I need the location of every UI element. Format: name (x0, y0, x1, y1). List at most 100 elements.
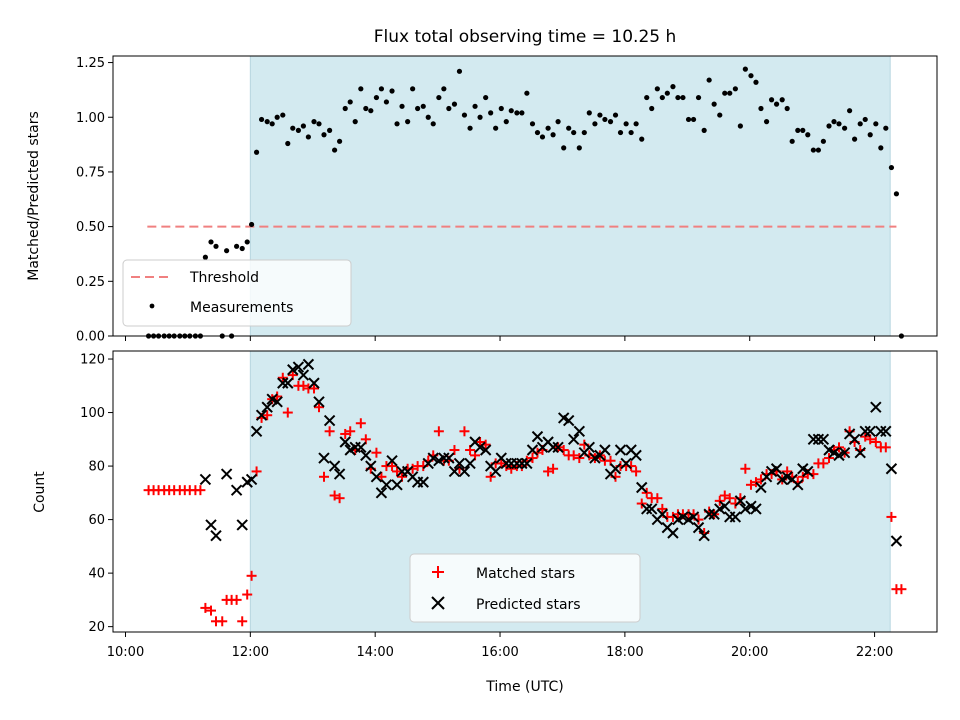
measurement-point (644, 94, 650, 101)
predicted-star-marker (641, 503, 653, 515)
measurement-point (274, 114, 280, 120)
measurement-point (430, 121, 436, 127)
top-panel-x-ticks (124, 336, 876, 341)
predicted-star-marker (583, 441, 596, 454)
measurement-point (773, 101, 780, 107)
measurement-point (607, 119, 614, 125)
matched-star-marker (195, 485, 206, 496)
measurement-point (836, 121, 842, 127)
measurement-point (347, 99, 353, 105)
predicted-star-marker (698, 529, 710, 542)
predicted-star-marker (656, 508, 669, 520)
matched-star-marker (527, 453, 538, 464)
measurement-point (280, 112, 286, 118)
predicted-legend-swatch (431, 596, 445, 610)
measurement-point (285, 140, 291, 147)
measurement-point (893, 191, 900, 197)
top-legend: Threshold Measurements (122, 259, 352, 327)
matched-star-marker (449, 445, 460, 456)
top-ytick-label: 0.75 (76, 165, 105, 180)
predicted-star-marker (474, 441, 486, 454)
matched-star-marker (824, 453, 835, 464)
matched-star-marker (740, 463, 751, 474)
bottom-panel-ylabel: Count (32, 471, 48, 513)
matched-star-marker (345, 426, 356, 437)
predicted-star-marker (609, 463, 622, 475)
measurement-point (617, 129, 624, 136)
measurement-point (258, 116, 265, 123)
predicted-star-marker (386, 455, 398, 467)
measurement-point (493, 125, 499, 131)
matched-star-marker (314, 402, 324, 413)
predicted-star-marker (755, 481, 767, 494)
predicted-star-marker (526, 444, 539, 456)
matched-star-marker (459, 426, 470, 437)
measurement-point (695, 94, 702, 101)
measurement-point (290, 125, 296, 131)
measurement-point (852, 136, 858, 142)
top-ytick-label: 1.25 (76, 56, 105, 71)
measurement-point (425, 114, 431, 120)
measurement-point (488, 110, 494, 116)
predicted-star-marker (890, 535, 903, 547)
measurement-point (737, 123, 743, 129)
matched-star-marker (631, 466, 642, 477)
measurement-point (826, 123, 832, 129)
measurement-point (300, 123, 306, 129)
matched-star-marker (262, 410, 273, 421)
predicted-star-marker (854, 446, 866, 459)
matched-star-marker (392, 466, 403, 477)
predicted-star-marker (250, 425, 263, 437)
predicted-star-marker (511, 457, 523, 470)
measurement-point (748, 73, 754, 79)
measurement-point (602, 116, 608, 123)
predicted-star-marker (817, 433, 830, 446)
predicted-star-marker (620, 457, 632, 470)
predicted-star-marker (220, 468, 233, 480)
matched-star-marker (318, 471, 329, 482)
measurement-point (612, 112, 619, 118)
bottom-legend: Matched stars Predicted stars (409, 553, 641, 623)
measurement-point (456, 68, 463, 74)
measurement-point (675, 94, 681, 101)
measurement-point (451, 101, 458, 107)
matched-star-marker (870, 436, 881, 447)
matched-star-marker (833, 442, 844, 453)
measurement-point (586, 110, 592, 116)
measurement-point (244, 239, 250, 245)
measurement-point (529, 121, 536, 127)
predicted-star-marker (739, 503, 752, 515)
measurement-point (576, 145, 582, 151)
matched-star-marker (475, 436, 486, 447)
predicted-star-marker (687, 511, 700, 523)
predicted-star-marker (729, 511, 742, 523)
matched-star-marker (714, 495, 725, 506)
predicted-star-marker (287, 364, 299, 376)
measurement-point (415, 105, 421, 112)
predicted-star-marker (333, 468, 346, 480)
predicted-star-marker (245, 473, 258, 486)
predicted-star-marker (807, 433, 820, 446)
bottom-legend-box (409, 553, 641, 623)
predicted-star-marker (719, 500, 731, 512)
predicted-star-marker (328, 460, 341, 472)
predicted-star-marker (880, 425, 892, 437)
measurement-point (878, 145, 884, 151)
measurement-point (394, 121, 400, 127)
measurement-point (592, 121, 598, 127)
measurement-point (847, 108, 853, 114)
measurement-point (441, 86, 447, 92)
measurement-point (467, 125, 473, 131)
bottom-xtick-label: 18:00 (606, 645, 643, 660)
predicted-star-markers (199, 358, 903, 547)
measurement-point (410, 86, 416, 92)
measurement-point (378, 86, 385, 92)
bottom-xtick-label: 12:00 (232, 645, 269, 660)
matched-star-marker (641, 487, 652, 498)
measurement-point (295, 127, 301, 133)
predicted-star-marker (479, 444, 492, 456)
matched-star-marker (886, 511, 897, 522)
measurement-point (883, 125, 889, 131)
measurement-point (857, 121, 863, 127)
measurement-point (763, 119, 770, 125)
